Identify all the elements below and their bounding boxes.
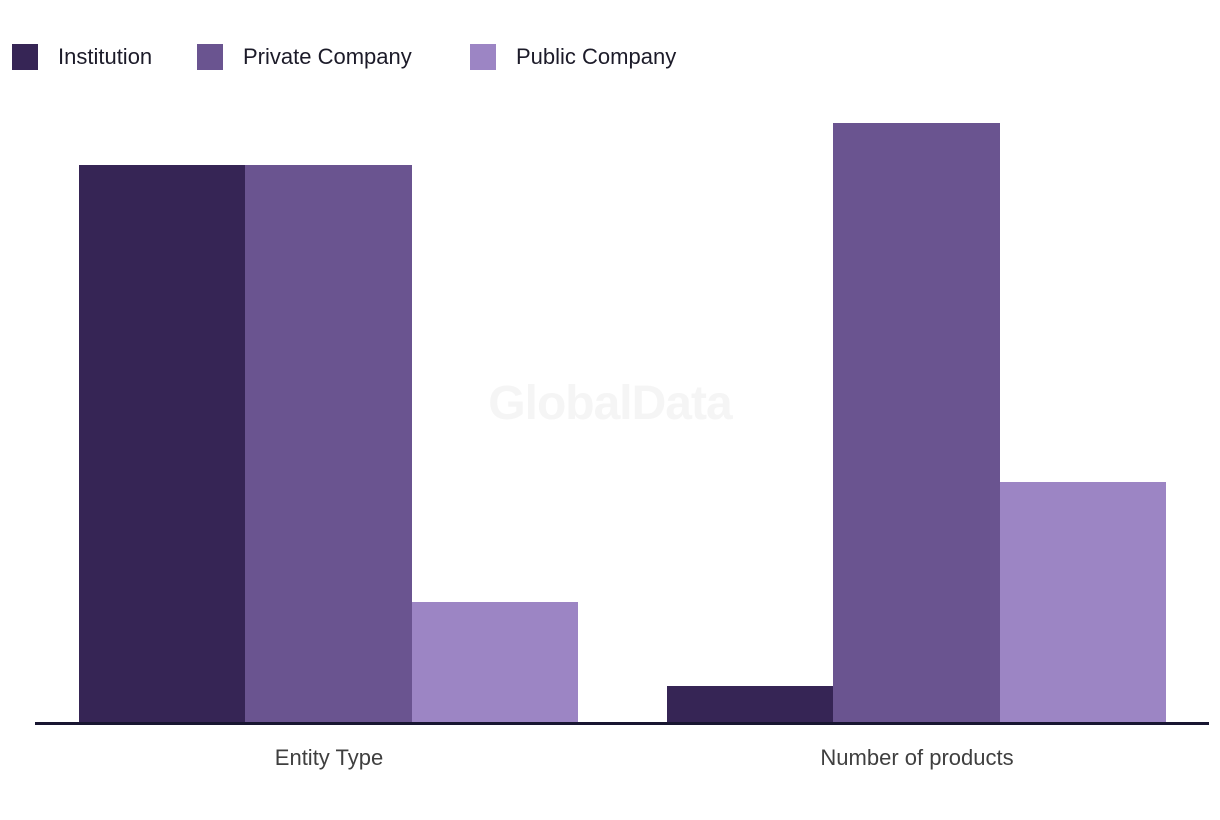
legend-item-private-company[interactable]: Private Company bbox=[197, 44, 412, 70]
bar-number-of-products-private-company[interactable] bbox=[833, 123, 1000, 722]
legend-swatch-private-company bbox=[197, 44, 223, 70]
legend-swatch-public-company bbox=[470, 44, 496, 70]
chart-legend: Institution Private Company Public Compa… bbox=[0, 44, 1220, 70]
legend-swatch-institution bbox=[12, 44, 38, 70]
legend-item-public-company[interactable]: Public Company bbox=[470, 44, 676, 70]
legend-label-public-company: Public Company bbox=[516, 44, 677, 69]
legend-item-institution[interactable]: Institution bbox=[12, 44, 152, 70]
bar-number-of-products-public-company[interactable] bbox=[1000, 482, 1166, 722]
bar-entity-type-public-company[interactable] bbox=[412, 602, 578, 722]
axis-label-number-of-products: Number of products bbox=[820, 745, 1014, 770]
bar-entity-type-private-company[interactable] bbox=[245, 165, 412, 722]
axis-label-entity-type: Entity Type bbox=[274, 745, 384, 770]
legend-label-private-company: Private Company bbox=[243, 44, 412, 69]
legend-label-institution: Institution bbox=[58, 44, 153, 69]
bar-number-of-products-institution[interactable] bbox=[667, 686, 833, 722]
bar-entity-type-institution[interactable] bbox=[79, 165, 245, 722]
x-axis-line bbox=[35, 722, 1209, 725]
